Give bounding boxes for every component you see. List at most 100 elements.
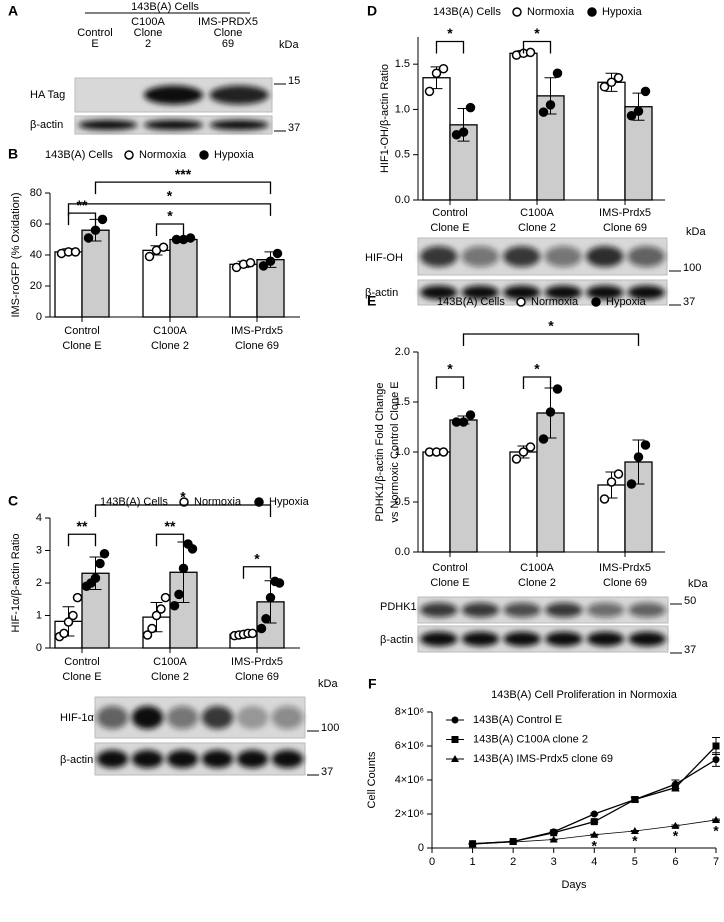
significance-bracket — [67, 533, 97, 547]
y-tick-label: 2.0 — [395, 346, 410, 358]
significance-label: * — [254, 550, 260, 566]
blot-band — [209, 85, 269, 105]
marker — [590, 818, 598, 826]
data-point — [274, 578, 285, 588]
data-point — [142, 630, 153, 640]
marker — [631, 796, 639, 804]
y-tick-label: 20 — [30, 280, 42, 292]
x-tick-label: Clone E — [62, 671, 101, 683]
y-tick-label: 0 — [36, 642, 42, 654]
blot-band — [420, 285, 458, 300]
x-tick-label: IMS-Prdx5 — [231, 656, 283, 668]
y-tick-label: 2 — [36, 577, 42, 589]
marker-label: 50 — [684, 595, 696, 607]
blot-row-label: HA Tag — [30, 89, 65, 101]
data-point — [187, 544, 198, 554]
blot-band — [503, 285, 541, 300]
x-tick-label: Clone E — [62, 340, 101, 352]
kda-label: kDa — [318, 678, 338, 690]
x-tick-label: C100A — [520, 562, 554, 574]
marker — [549, 835, 558, 843]
blot-band — [78, 119, 138, 131]
data-point — [63, 617, 74, 627]
x-tick-label: IMS-Prdx5 — [599, 207, 651, 219]
blot-band — [503, 246, 541, 267]
blot-band — [627, 246, 665, 267]
legend-label: Hypoxia — [606, 296, 647, 308]
data-point — [518, 447, 529, 457]
blot-row-label: PDHK1 — [380, 601, 417, 613]
data-point — [68, 610, 78, 621]
data-point — [247, 628, 258, 639]
significance-bracket — [462, 333, 640, 346]
data-point — [83, 233, 94, 243]
legend-label: Hypoxia — [602, 6, 643, 18]
data-point — [258, 261, 269, 271]
y-tick-label: 2×10⁶ — [395, 808, 424, 820]
y-axis-label: vs Normoxic Control Clone E — [389, 381, 401, 522]
significance-label: * — [167, 208, 173, 224]
legend-label: Normoxia — [139, 149, 187, 161]
blot-band — [544, 246, 582, 267]
legend-symbol — [512, 7, 522, 17]
data-point — [545, 407, 556, 417]
data-point — [272, 248, 283, 259]
x-tick-label: 1 — [470, 856, 476, 868]
panel-label: C — [8, 493, 18, 509]
significance-label: * — [447, 25, 453, 41]
legend-label: Hypoxia — [269, 496, 310, 508]
data-point — [438, 447, 449, 457]
panel-label: E — [367, 293, 376, 309]
x-tick-label: 0 — [429, 856, 435, 868]
marker-label: 100 — [321, 722, 339, 734]
data-point — [626, 479, 637, 489]
significance-bracket — [94, 504, 272, 517]
data-point — [431, 68, 442, 78]
blot-band — [420, 246, 458, 267]
data-point — [458, 127, 469, 137]
legend-symbol — [199, 150, 209, 160]
x-tick-label: Control — [432, 207, 467, 219]
x-tick-label: 7 — [713, 856, 719, 868]
blot-row-label: β-actin — [380, 634, 413, 646]
significance-label: * — [534, 25, 540, 41]
x-axis-label: Days — [561, 879, 587, 891]
blot-row-label: β-actin — [60, 754, 93, 766]
blot-band — [420, 631, 458, 647]
blot-column-label: Clone — [214, 27, 243, 39]
data-point — [633, 452, 644, 462]
legend-label: Normoxia — [527, 6, 575, 18]
data-point — [626, 111, 637, 121]
marker — [590, 830, 599, 838]
blot-band — [96, 706, 129, 729]
kda-label: kDa — [279, 39, 299, 51]
marker — [451, 755, 459, 762]
significance-bracket — [522, 40, 552, 54]
data-point — [169, 601, 180, 611]
y-axis-label: HIF1-OH/β-actin Ratio — [379, 64, 391, 173]
bar — [597, 81, 626, 201]
marker — [451, 716, 459, 724]
y-tick-label: 1.0 — [395, 103, 410, 115]
significance-bracket — [242, 566, 272, 579]
blot-band — [236, 706, 269, 729]
x-tick-label: IMS-Prdx5 — [599, 562, 651, 574]
data-point — [160, 592, 171, 603]
marker — [468, 840, 477, 848]
blot-row-label: HIF-OH — [365, 252, 403, 264]
legend-symbol — [124, 150, 134, 160]
y-tick-label: 0 — [418, 842, 424, 854]
data-point — [97, 214, 108, 225]
blot-band — [503, 602, 541, 618]
blot-row-label: HIF-1α — [60, 712, 95, 724]
data-point — [511, 454, 522, 464]
data-point — [99, 549, 110, 559]
bar — [509, 52, 538, 201]
significance-bracket — [67, 212, 97, 226]
y-axis-label: Cell Counts — [366, 751, 378, 808]
data-point — [245, 258, 256, 268]
marker — [712, 742, 720, 750]
legend-title: 143B(A) Cells — [437, 296, 505, 308]
significance-bracket — [94, 181, 272, 195]
data-point — [265, 592, 276, 603]
